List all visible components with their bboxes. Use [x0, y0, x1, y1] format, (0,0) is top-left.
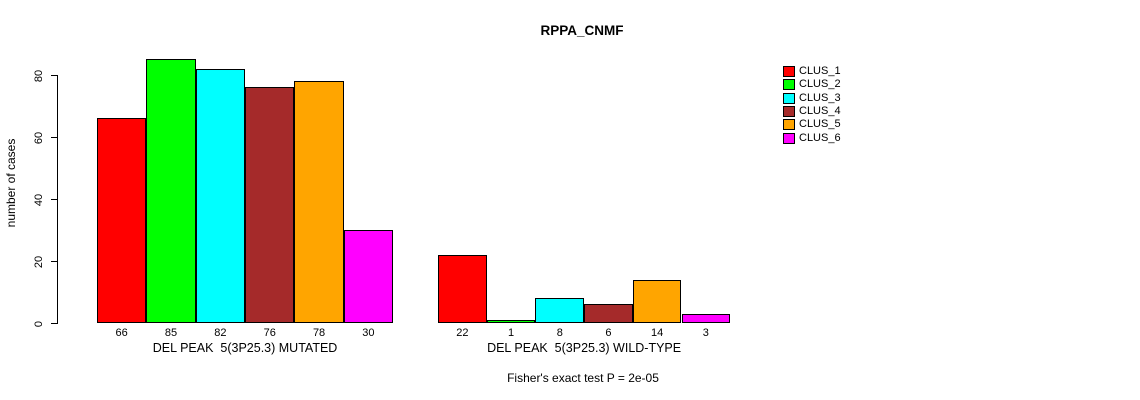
y-tick-mark	[51, 75, 58, 76]
legend-entry-clus_3: CLUS_3	[783, 92, 841, 105]
bar-value-label: 30	[362, 327, 375, 339]
bar-clus_6-group2	[681, 314, 731, 323]
legend-entry-clus_4: CLUS_4	[783, 105, 841, 118]
group-label-1: DEL PEAK 5(3P25.3) MUTATED	[152, 341, 338, 355]
bar-value-label: 22	[456, 327, 469, 339]
legend-entry-clus_1: CLUS_1	[783, 65, 841, 78]
fisher-test-annotation: Fisher's exact test P = 2e-05	[507, 371, 659, 385]
legend-label: CLUS_1	[799, 65, 841, 77]
bar-value-label: 76	[263, 327, 276, 339]
chart-title: RPPA_CNMF	[540, 23, 624, 38]
bar-clus_5-group2	[632, 280, 682, 323]
bar-clus_4-group2	[584, 304, 633, 323]
y-tick-mark	[51, 261, 58, 262]
bar-value-label: 3	[702, 327, 709, 339]
legend-entry-clus_6: CLUS_6	[783, 132, 841, 145]
bar-value-label: 66	[115, 327, 128, 339]
y-tick-mark	[51, 137, 58, 138]
bar-clus_5-group1	[294, 81, 344, 323]
bar-clus_3-group1	[195, 69, 246, 323]
legend-label: CLUS_2	[799, 78, 841, 91]
bar-clus_1-group1	[97, 118, 147, 323]
y-tick-label: 60	[33, 131, 45, 144]
bar-clus_2-group2	[486, 320, 536, 323]
legend-swatch-icon	[783, 92, 795, 104]
y-tick-mark	[51, 199, 58, 200]
legend-label: CLUS_3	[799, 91, 841, 104]
bar-clus_4-group1	[245, 87, 295, 323]
y-tick-mark	[51, 323, 58, 324]
bar-clus_3-group2	[535, 298, 585, 323]
y-tick-label: 0	[33, 320, 45, 327]
bar-value-label: 1	[507, 327, 515, 339]
legend-swatch-icon	[783, 105, 795, 117]
bar-value-label: 78	[312, 327, 326, 339]
bar-value-label: 8	[556, 327, 563, 339]
group-label-2: DEL PEAK 5(3P25.3) WILD-TYPE	[487, 341, 682, 355]
y-tick-label: 40	[33, 193, 45, 206]
legend-label: CLUS_6	[799, 131, 841, 144]
bar-value-label: 6	[605, 327, 612, 339]
legend-label: CLUS_4	[799, 104, 841, 117]
legend-entry-clus_5: CLUS_5	[783, 118, 841, 131]
y-tick-label: 20	[33, 255, 45, 268]
legend-label: CLUS_5	[799, 118, 841, 131]
bar-value-label: 82	[214, 327, 227, 339]
legend-swatch-icon	[783, 66, 795, 77]
legend-swatch-icon	[783, 119, 795, 131]
legend-swatch-icon	[783, 79, 795, 91]
legend-swatch-icon	[783, 132, 795, 144]
legend-entry-clus_2: CLUS_2	[783, 78, 841, 91]
bar-clus_1-group2	[438, 255, 487, 323]
y-tick-label: 80	[33, 69, 45, 82]
bar-value-label: 85	[164, 327, 178, 339]
bar-clus_2-group1	[146, 59, 196, 323]
bar-clus_6-group1	[343, 230, 394, 323]
y-axis-label: number of cases	[4, 138, 18, 228]
bar-value-label: 14	[651, 327, 664, 339]
